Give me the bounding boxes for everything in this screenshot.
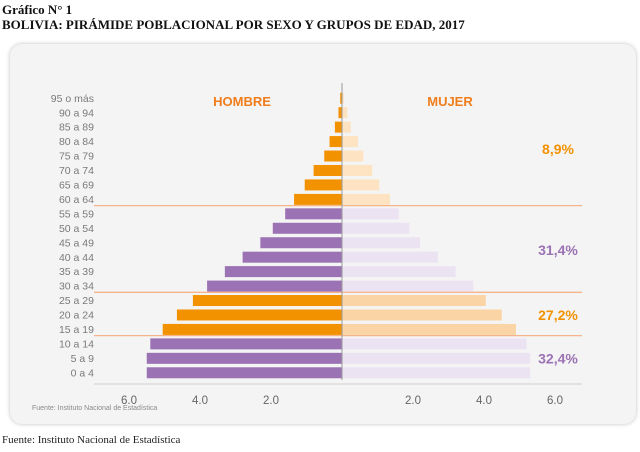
bar-hombre xyxy=(329,136,342,148)
group-percentage-label: 32,4% xyxy=(538,350,578,366)
age-tick-label: 95 o más xyxy=(51,93,94,105)
age-tick-label: 0 a 4 xyxy=(71,367,95,379)
age-tick-label: 25 a 29 xyxy=(59,295,94,307)
group-percentage-label: 8,9% xyxy=(542,141,574,157)
bar-mujer xyxy=(342,222,410,234)
bar-hombre xyxy=(207,280,342,292)
bar-hombre xyxy=(272,222,342,234)
bar-mujer xyxy=(342,352,531,364)
bar-mujer xyxy=(342,193,390,205)
bar-mujer xyxy=(342,295,486,307)
age-tick-label: 60 a 64 xyxy=(59,194,94,206)
bar-mujer xyxy=(342,237,421,249)
age-tick-label: 70 a 74 xyxy=(59,165,94,177)
figure-source: Fuente: Instituto Nacional de Estadístic… xyxy=(2,434,181,446)
population-pyramid-chart: 95 o más 90 a 94 85 a 89 80 a 84 75 a 79 70 a… xyxy=(32,83,582,412)
bar-mujer xyxy=(342,208,399,220)
bar-hombre xyxy=(334,121,342,133)
bar-hombre xyxy=(294,193,342,205)
hombre-header: HOMBRE xyxy=(213,94,271,109)
bar-hombre xyxy=(313,164,342,176)
bar-mujer xyxy=(342,150,364,162)
bar-hombre xyxy=(176,309,342,321)
age-tick-label: 45 a 49 xyxy=(59,237,94,249)
bar-mujer xyxy=(342,367,531,379)
age-tick-label: 85 a 89 xyxy=(59,122,94,134)
bar-hombre xyxy=(338,107,342,119)
chart-source-note: Fuente: Instituto Nacional de Estadístic… xyxy=(32,405,157,412)
figure-title: BOLIVIA: PIRÁMIDE POBLACIONAL POR SEXO Y… xyxy=(2,17,465,32)
bar-hombre xyxy=(146,367,342,379)
age-tick-label: 75 a 79 xyxy=(59,151,94,163)
bar-mujer xyxy=(342,107,348,119)
bar-hombre xyxy=(224,266,342,278)
bar-mujer xyxy=(342,338,527,350)
age-tick-label: 65 a 69 xyxy=(59,180,94,192)
bar-mujer xyxy=(342,323,516,335)
bar-mujer xyxy=(342,121,351,133)
figure-header: Gráfico N° 1 BOLIVIA: PIRÁMIDE POBLACION… xyxy=(2,2,465,32)
age-tick-label: 80 a 84 xyxy=(59,136,94,148)
bar-hombre xyxy=(285,208,342,220)
x-tick-label: 6.0 xyxy=(547,395,563,407)
bar-hombre xyxy=(146,352,342,364)
bar-hombre xyxy=(242,251,342,263)
age-tick-label: 35 a 39 xyxy=(59,266,94,278)
bar-mujer xyxy=(342,309,502,321)
age-tick-label: 50 a 54 xyxy=(59,223,94,235)
age-tick-label: 10 a 14 xyxy=(59,338,94,350)
age-tick-label: 40 a 44 xyxy=(59,252,94,264)
x-tick-label: 2.0 xyxy=(405,395,421,407)
age-tick-label: 30 a 34 xyxy=(59,281,94,293)
x-tick-label: 6.0 xyxy=(121,395,137,407)
bar-hombre xyxy=(260,237,342,249)
bar-hombre xyxy=(340,92,342,104)
age-tick-label: 15 a 19 xyxy=(59,324,94,336)
chart-panel: 95 o más 90 a 94 85 a 89 80 a 84 75 a 79 70 a… xyxy=(10,44,636,424)
x-tick-label: 4.0 xyxy=(192,395,208,407)
age-tick-label: 20 a 24 xyxy=(59,310,94,322)
group-percentage-label: 27,2% xyxy=(538,307,578,323)
x-tick-label: 2.0 xyxy=(263,395,279,407)
age-tick-label: 5 a 9 xyxy=(71,353,95,365)
bar-mujer xyxy=(342,179,380,191)
bar-mujer xyxy=(342,280,474,292)
bar-hombre xyxy=(162,323,342,335)
age-tick-label: 55 a 59 xyxy=(59,208,94,220)
x-tick-label: 4.0 xyxy=(476,395,492,407)
bar-mujer xyxy=(342,164,373,176)
group-percentage-label: 31,4% xyxy=(538,242,578,258)
bar-hombre xyxy=(304,179,342,191)
bar-mujer xyxy=(342,92,344,104)
bar-mujer xyxy=(342,251,438,263)
bar-mujer xyxy=(342,266,456,278)
bar-hombre xyxy=(192,295,342,307)
age-tick-label: 90 a 94 xyxy=(59,107,94,119)
figure-label: Gráfico N° 1 xyxy=(2,2,73,17)
mujer-header: MUJER xyxy=(427,94,473,109)
bar-mujer xyxy=(342,136,358,148)
bar-hombre xyxy=(324,150,342,162)
bar-hombre xyxy=(150,338,342,350)
